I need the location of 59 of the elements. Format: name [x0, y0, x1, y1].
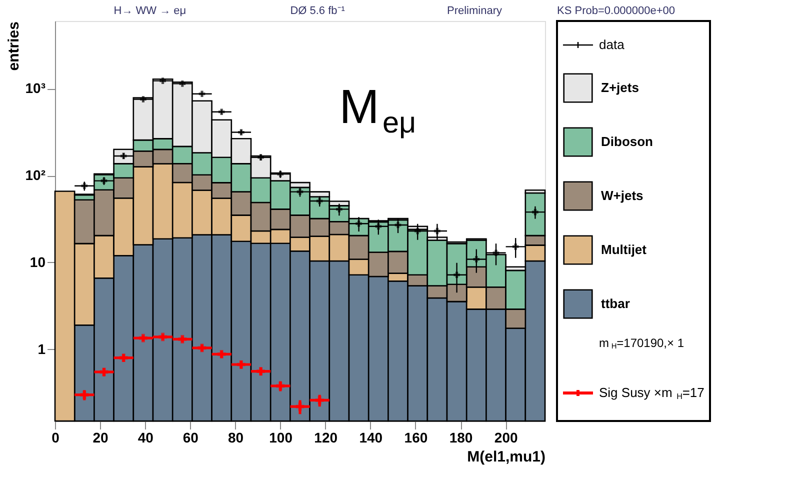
legend-label: Multijet [601, 242, 648, 257]
text: Preliminary [447, 5, 503, 17]
point [434, 228, 440, 234]
point [198, 344, 206, 352]
point [237, 360, 246, 369]
point [258, 154, 264, 161]
point [315, 396, 324, 404]
point [296, 188, 304, 195]
point [179, 80, 186, 87]
y-tick-label: 10² [25, 167, 46, 184]
point [256, 367, 265, 376]
legend-label: Z+jets [601, 80, 639, 95]
y-axis-title: entries [5, 22, 22, 71]
point [119, 354, 128, 362]
point [512, 244, 519, 250]
point [218, 108, 225, 116]
point [139, 334, 148, 342]
x-tick-label: 200 [494, 430, 518, 446]
y-tick-label: 1 [38, 340, 46, 357]
point [276, 382, 285, 390]
point [140, 96, 146, 102]
point [217, 350, 226, 358]
legend-label: data [599, 37, 626, 52]
point [375, 223, 382, 230]
point [414, 228, 421, 234]
point [158, 332, 167, 342]
point [316, 198, 323, 204]
point [492, 250, 500, 256]
text: KS Prob=0.000000e+00 [557, 5, 676, 17]
point [178, 335, 187, 344]
x-tick-label: 0 [52, 430, 60, 446]
legend-label: ttbar [601, 296, 630, 311]
x-tick-label: 20 [92, 430, 109, 446]
point [238, 129, 244, 136]
point [80, 390, 89, 400]
x-tick-label: 40 [138, 430, 154, 446]
point [160, 78, 166, 84]
x-tick-label: 60 [182, 430, 199, 446]
point [100, 368, 108, 376]
legend-label: Diboson [601, 134, 654, 149]
x-tick-label: 160 [404, 430, 428, 446]
text: DØ 5.6 fb⁻¹ [290, 5, 346, 17]
point [454, 272, 460, 278]
y-tick-label: 10³ [25, 80, 46, 96]
x-axis-title: M(el1,mu1) [467, 448, 546, 466]
legend-label: W+jets [601, 188, 644, 203]
point [336, 206, 342, 212]
point [198, 90, 206, 98]
point [394, 222, 402, 228]
y-tick-label: 10 [30, 254, 46, 270]
point [473, 256, 480, 262]
x-tick-label: 100 [269, 430, 293, 446]
x-tick-label: 140 [359, 430, 383, 446]
x-tick-label: 120 [314, 430, 338, 446]
x-tick-label: 80 [228, 430, 244, 446]
point [81, 182, 88, 190]
text: H→ WW → eμ [114, 5, 186, 17]
point [532, 208, 538, 216]
x-tick-label: 180 [449, 430, 473, 446]
